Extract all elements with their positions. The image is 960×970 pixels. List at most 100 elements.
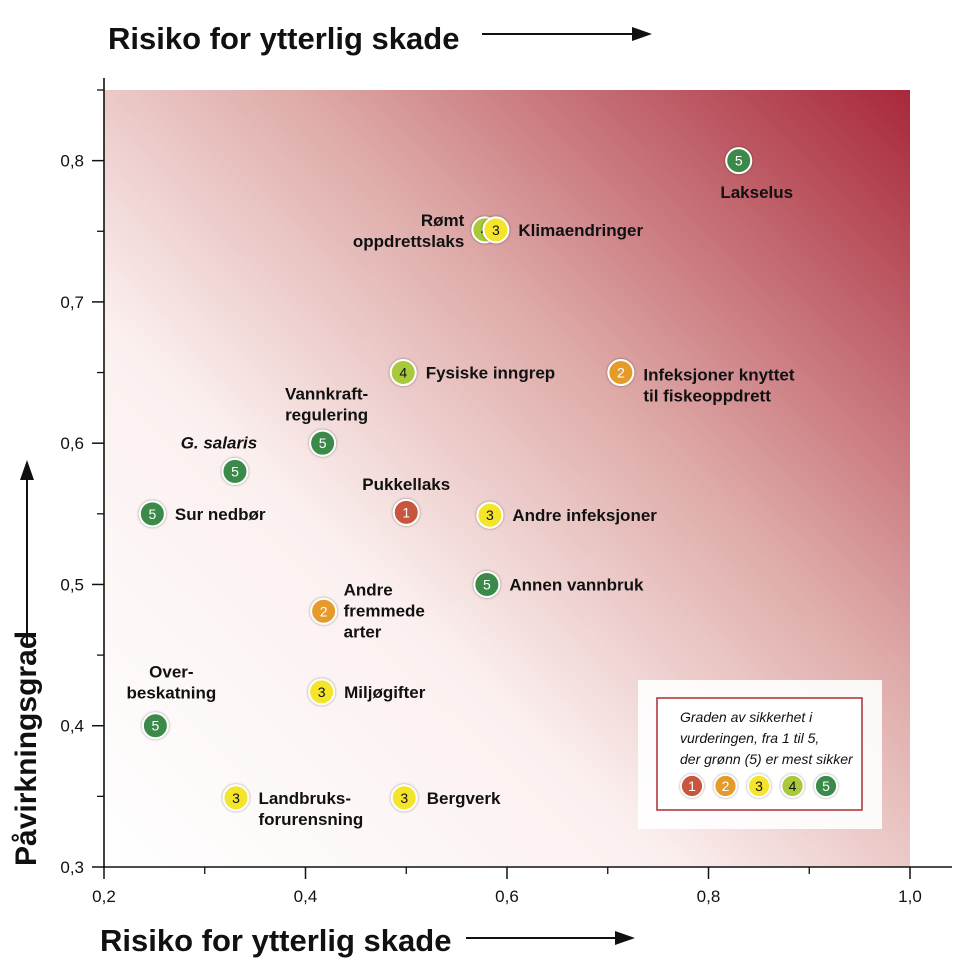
- legend-line: der grønn (5) er mest sikker: [680, 751, 854, 767]
- x-tick-label: 0,4: [294, 887, 318, 906]
- data-point: 3 Bergverk: [390, 784, 501, 812]
- y-tick-label: 0,3: [60, 858, 84, 877]
- point-marker: [390, 784, 418, 812]
- legend-marker: [814, 774, 838, 798]
- point-label: Over-beskatning: [127, 663, 217, 703]
- point-label: Vannkraft-regulering: [285, 385, 368, 425]
- point-label: Pukkellaks: [362, 475, 450, 494]
- top-title: Risiko for ytterlig skade: [108, 21, 652, 56]
- x-tick-label: 0,6: [495, 887, 519, 906]
- y-tick-label: 0,8: [60, 152, 84, 171]
- point-marker: [221, 457, 249, 485]
- legend-level: 2: [722, 778, 730, 794]
- point-certainty: 5: [319, 435, 327, 451]
- point-marker: [482, 216, 510, 244]
- y-tick-label: 0,4: [60, 717, 84, 736]
- point-marker: [141, 712, 169, 740]
- point-marker: [392, 498, 420, 526]
- point-certainty: 5: [735, 153, 743, 169]
- point-label: Infeksjoner knyttet til fiskeoppdrett: [643, 366, 794, 406]
- x-tick-label: 0,2: [92, 887, 116, 906]
- point-certainty: 2: [617, 365, 625, 381]
- point-certainty: 3: [486, 507, 494, 523]
- point-label: Rømt oppdrettslaks: [353, 211, 465, 251]
- data-point: 2 Infeksjoner knyttet til fiskeoppdrett: [607, 359, 795, 406]
- data-point: 5 Lakselus: [720, 147, 793, 202]
- legend-item: 2: [713, 774, 738, 798]
- point-label: Miljøgifter: [344, 683, 426, 702]
- legend-level: 3: [755, 778, 763, 794]
- point-label: Bergverk: [427, 789, 501, 808]
- point-certainty: 5: [151, 718, 159, 734]
- legend-line: Graden av sikkerhet i: [680, 709, 813, 725]
- point-marker: [309, 429, 337, 457]
- point-label: Fysiske inngrep: [426, 364, 555, 383]
- legend-item: 4: [780, 774, 805, 798]
- data-point: 5 Over-beskatning: [127, 663, 217, 740]
- legend-item: 1: [680, 774, 704, 798]
- y-arrow-head: [20, 460, 34, 480]
- data-point: 3 Miljøgifter: [308, 678, 426, 706]
- point-marker: [310, 597, 338, 625]
- point-label: Andre infeksjoner: [512, 506, 657, 525]
- data-point: 4 Fysiske inngrep: [389, 359, 555, 387]
- y-tick-label: 0,5: [60, 575, 84, 594]
- legend-item: 5: [814, 774, 838, 798]
- legend-marker: [780, 774, 805, 798]
- x-tick-label: 0,8: [697, 887, 721, 906]
- x-axis-label: Risiko for ytterlig skade: [100, 923, 451, 958]
- point-label: Andre fremmede arter: [344, 580, 425, 641]
- point-certainty: 3: [318, 684, 326, 700]
- point-certainty: 3: [400, 790, 408, 806]
- data-point: 5 Annen vannbruk: [473, 570, 644, 598]
- point-marker: [476, 501, 504, 529]
- legend-item: 3: [747, 774, 771, 798]
- data-point: 3 Landbruks-forurensning: [222, 784, 363, 829]
- point-certainty: 2: [320, 603, 328, 619]
- data-point: 5 Sur nedbør: [138, 500, 266, 528]
- point-certainty: 3: [492, 222, 500, 238]
- point-certainty: 3: [232, 790, 240, 806]
- point-label: Klimaendringer: [518, 221, 643, 240]
- data-point: 3 Andre infeksjoner: [476, 501, 657, 529]
- point-marker: [389, 359, 417, 387]
- x-axis-title: Risiko for ytterlig skade: [100, 923, 635, 958]
- legend-marker: [680, 774, 704, 798]
- top-arrow-head: [632, 27, 652, 41]
- legend-level: 5: [822, 778, 830, 794]
- axes: [103, 78, 952, 868]
- legend-level: 4: [789, 778, 797, 794]
- point-marker: [473, 570, 501, 598]
- point-marker: [308, 678, 336, 706]
- legend-line: vurderingen, fra 1 til 5,: [680, 730, 819, 746]
- y-axis-title: Påvirkningsgrad: [10, 460, 43, 866]
- point-certainty: 4: [399, 365, 407, 381]
- legend-marker: [713, 774, 738, 798]
- y-axis-label: Påvirkningsgrad: [10, 631, 43, 866]
- data-point: 2 Andre fremmede arter: [310, 580, 425, 641]
- point-label: Sur nedbør: [175, 505, 266, 524]
- point-label: Annen vannbruk: [509, 575, 644, 594]
- legend: Graden av sikkerhet i vurderingen, fra 1 …: [638, 680, 882, 829]
- x-tick-label: 1,0: [898, 887, 922, 906]
- legend-marker: [747, 774, 771, 798]
- point-certainty: 5: [483, 576, 491, 592]
- y-tick-label: 0,7: [60, 293, 84, 312]
- data-point: 1 Pukkellaks: [362, 475, 450, 526]
- data-point: 5 G. salaris: [181, 433, 257, 485]
- top-title-text: Risiko for ytterlig skade: [108, 21, 459, 56]
- point-certainty: 5: [148, 506, 156, 522]
- point-marker: [725, 147, 753, 175]
- point-marker: [222, 784, 250, 812]
- legend-level: 1: [688, 778, 696, 794]
- point-certainty: 1: [402, 504, 410, 520]
- data-point: 5 Vannkraft-regulering: [285, 385, 368, 457]
- y-tick-label: 0,6: [60, 434, 84, 453]
- point-marker: [607, 359, 635, 387]
- data-point: 3 Klimaendringer: [482, 216, 643, 244]
- x-arrow-head: [615, 931, 635, 945]
- point-label: Landbruks-forurensning: [258, 789, 363, 829]
- point-certainty: 5: [231, 463, 239, 479]
